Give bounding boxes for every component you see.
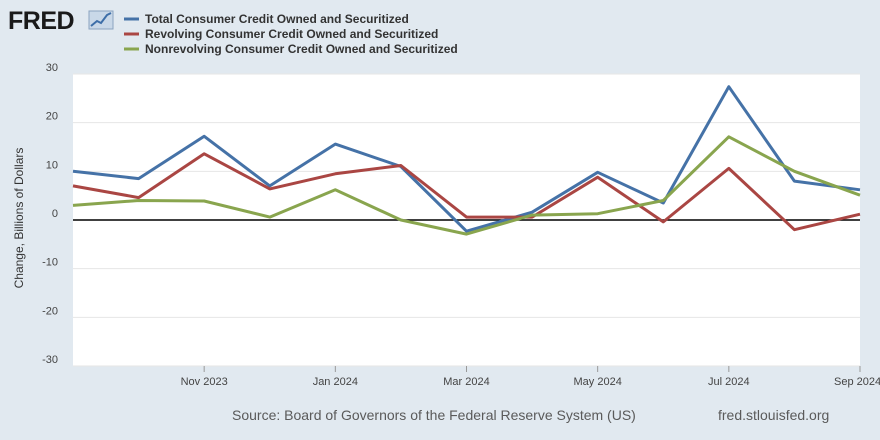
- x-tick-label: Jul 2024: [708, 376, 750, 388]
- y-tick-label: 10: [46, 159, 58, 171]
- series-line-2[interactable]: [72, 152, 861, 232]
- y-tick-label: -20: [42, 305, 58, 317]
- legend-label: Revolving Consumer Credit Owned and Secu…: [145, 27, 438, 41]
- series-line-1[interactable]: [72, 85, 861, 233]
- x-tick-label: Mar 2024: [443, 376, 489, 388]
- x-tick-label: Jan 2024: [313, 376, 358, 388]
- y-tick-label: 20: [46, 111, 58, 123]
- x-tick-label: Sep 2024: [834, 376, 880, 388]
- x-tick-label: May 2024: [574, 376, 622, 388]
- y-axis-ticks: 30 20 10 0 -10 -20 -30: [42, 62, 58, 366]
- fred-chart-icon: [88, 10, 114, 30]
- fred-logo-text: FRED: [8, 7, 74, 35]
- y-tick-label: 0: [52, 208, 58, 220]
- y-axis-title: Change, Billions of Dollars: [12, 148, 26, 289]
- legend-label: Total Consumer Credit Owned and Securiti…: [145, 12, 409, 26]
- x-axis-ticks: Nov 2023 Jan 2024 Mar 2024 May 2024 Jul 2024…: [181, 366, 880, 388]
- x-tick-label: Nov 2023: [181, 376, 228, 388]
- legend-item-2[interactable]: Revolving Consumer Credit Owned and Secu…: [124, 27, 438, 41]
- legend: Total Consumer Credit Owned and Securiti…: [124, 12, 458, 56]
- y-tick-label: -30: [42, 354, 58, 366]
- source-text: Source: Board of Governors of the Federa…: [232, 407, 636, 423]
- legend-item-3[interactable]: Nonrevolving Consumer Credit Owned and S…: [124, 42, 458, 56]
- site-link[interactable]: fred.stlouisfed.org: [718, 407, 829, 423]
- y-tick-label: -10: [42, 257, 58, 269]
- y-tick-label: 30: [46, 62, 58, 74]
- legend-label: Nonrevolving Consumer Credit Owned and S…: [145, 42, 458, 56]
- legend-item-1[interactable]: Total Consumer Credit Owned and Securiti…: [124, 12, 409, 26]
- series-line-3[interactable]: [72, 135, 861, 236]
- series-lines: [72, 85, 861, 236]
- fred-logo[interactable]: FRED: [8, 7, 114, 35]
